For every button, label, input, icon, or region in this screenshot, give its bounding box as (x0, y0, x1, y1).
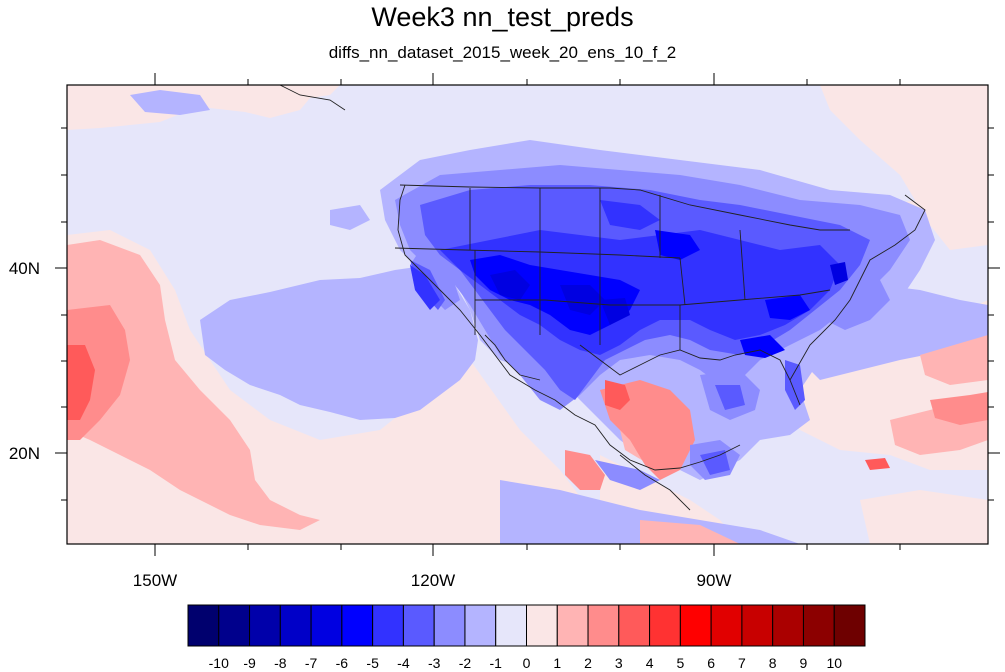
colorbar-swatch (618, 604, 651, 647)
colorbar-label: 5 (676, 655, 684, 671)
colorbar-label: 8 (769, 655, 777, 671)
lon-major-ticks (154, 73, 715, 556)
colorbar: -10 -9 -8 -7 -6 -5 -4 -3 -2 -1 0 1 2 3 4 5 6 7 8 9 10 (187, 604, 866, 671)
lat-major-ticks (55, 267, 1000, 454)
colorbar-swatch (310, 604, 343, 647)
lon-label-90w: 90W (697, 571, 732, 590)
colorbar-label: 4 (646, 655, 654, 671)
map-subtitle: diffs_nn_dataset_2015_week_20_ens_10_f_2 (328, 43, 677, 62)
positive-2-regions (67, 240, 988, 544)
lon-label-150w: 150W (133, 571, 177, 590)
colorbar-label: -3 (428, 655, 441, 671)
coastlines-and-borders (279, 85, 926, 511)
colorbar-label: 9 (800, 655, 808, 671)
colorbar-label: 0 (523, 655, 531, 671)
colorbar-swatch (464, 604, 497, 647)
colorbar-label: -8 (274, 655, 287, 671)
positive-4-regions (67, 345, 890, 470)
colorbar-label: 3 (615, 655, 623, 671)
colorbar-label: 1 (553, 655, 561, 671)
colorbar-swatch (279, 604, 312, 647)
colorbar-label: -10 (209, 655, 229, 671)
lat-label-20n: 20N (9, 444, 40, 463)
colorbar-label: -4 (397, 655, 410, 671)
colorbar-swatch (741, 604, 774, 647)
lat-label-40n: 40N (9, 259, 40, 278)
anomaly-field (67, 85, 988, 544)
colorbar-swatch (341, 604, 374, 647)
colorbar-swatch (679, 604, 712, 647)
colorbar-swatch (649, 604, 681, 647)
colorbar-label: 7 (738, 655, 746, 671)
colorbar-swatch (218, 604, 251, 647)
colorbar-label: 2 (584, 655, 592, 671)
colorbar-swatch (710, 604, 743, 647)
colorbar-label: -2 (459, 655, 472, 671)
colorbar-swatch (187, 604, 220, 647)
colorbar-swatch (587, 604, 620, 647)
colorbar-swatch (526, 604, 558, 647)
colorbar-label: 6 (707, 655, 715, 671)
lat-minor-ticks (61, 127, 994, 501)
colorbar-label: -7 (305, 655, 318, 671)
colorbar-label: -5 (366, 655, 379, 671)
colorbar-label: -9 (243, 655, 256, 671)
colorbar-swatch (495, 604, 527, 647)
lon-minor-ticks (247, 79, 901, 550)
lon-label-120w: 120W (411, 571, 455, 590)
colorbar-swatch (556, 604, 589, 647)
colorbar-swatch (249, 604, 281, 647)
colorbar-label: -6 (336, 655, 349, 671)
colorbar-label: 10 (826, 655, 842, 671)
colorbar-swatch (833, 604, 866, 647)
colorbar-swatch (802, 604, 835, 647)
map-title: Week3 nn_test_preds (371, 2, 634, 32)
colorbar-swatch (402, 604, 435, 647)
colorbar-label: -1 (490, 655, 503, 671)
negative-7-regions (490, 262, 848, 325)
colorbar-swatch (372, 604, 404, 647)
colorbar-swatch (433, 604, 466, 647)
colorbar-swatch (772, 604, 804, 647)
